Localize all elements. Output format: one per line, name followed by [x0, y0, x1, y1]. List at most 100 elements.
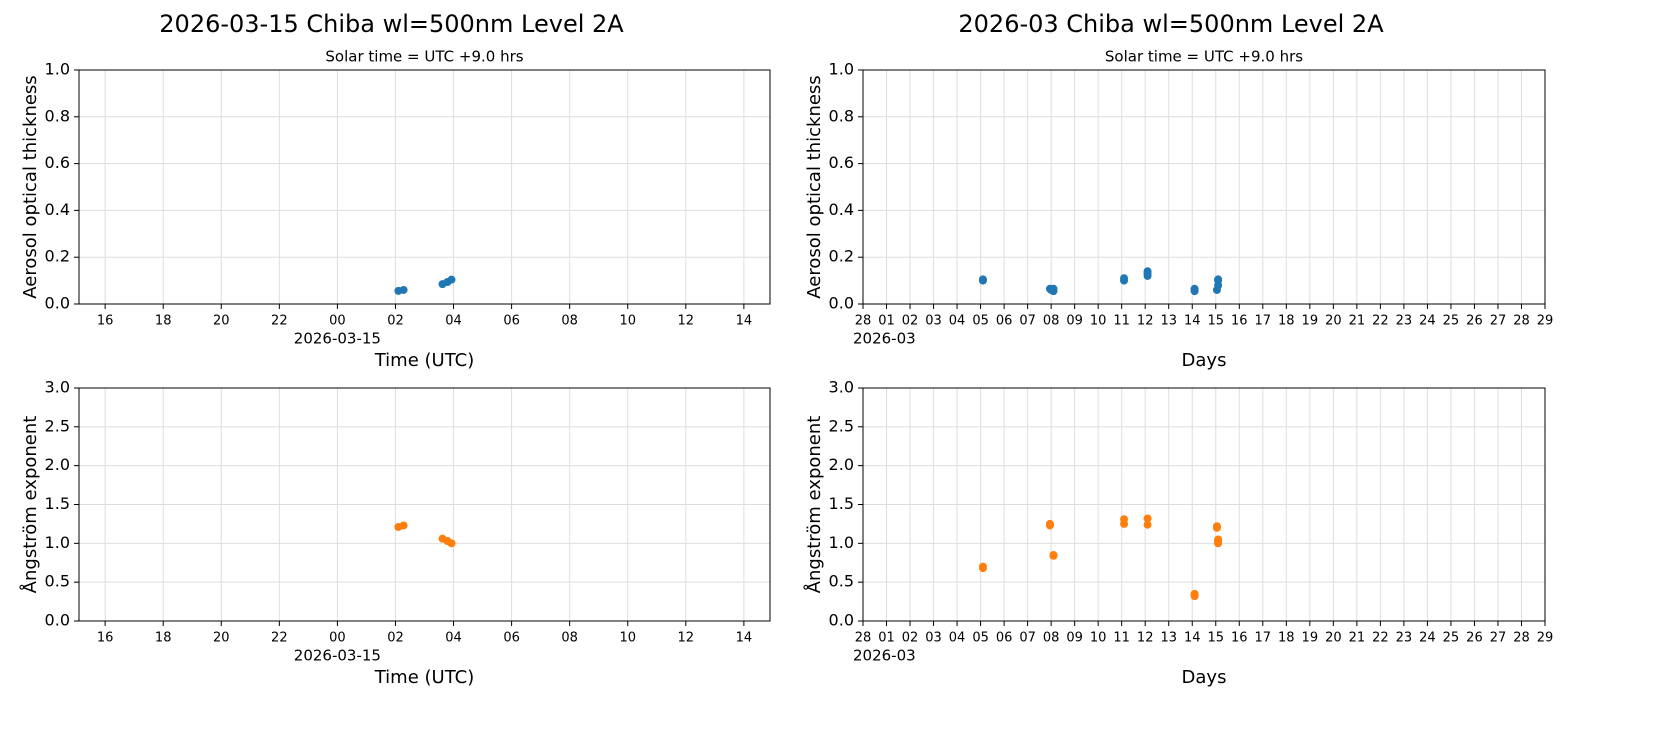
y-tick-label: 0.4 — [45, 200, 70, 219]
y-tick-label: 0.2 — [45, 247, 70, 266]
x-tick-label: 02 — [902, 314, 919, 329]
point — [1120, 519, 1129, 528]
x-tick-label: 11 — [1113, 631, 1130, 646]
x-tick-label: 28 — [1513, 314, 1530, 329]
point — [1190, 284, 1199, 293]
y-tick-label: 2.5 — [829, 416, 854, 435]
x-tick-label: 05 — [972, 631, 989, 646]
x-tick-label: 25 — [1443, 631, 1460, 646]
x-tick-label: 12 — [678, 631, 695, 646]
x-tick-label: 22 — [1372, 631, 1389, 646]
x-tick-label: 24 — [1419, 314, 1436, 329]
x-offset-label: 2026-03 — [853, 647, 916, 665]
x-tick-label: 01 — [878, 631, 895, 646]
x-tick-label: 06 — [996, 631, 1013, 646]
x-tick-label: 27 — [1490, 631, 1507, 646]
y-tick-label: 2.0 — [829, 455, 854, 474]
x-tick-label: 08 — [561, 631, 578, 646]
point — [1143, 514, 1152, 523]
x-tick-label: 07 — [1019, 631, 1036, 646]
x-tick-label: 29 — [1537, 314, 1554, 329]
x-tick-label: 14 — [736, 314, 753, 329]
y-tick-label: 0.5 — [829, 572, 854, 591]
point — [1214, 539, 1223, 548]
x-tick-label: 09 — [1066, 314, 1083, 329]
x-tick-label: 10 — [1090, 631, 1107, 646]
x-tick-label: 12 — [678, 314, 695, 329]
x-tick-label: 21 — [1349, 314, 1366, 329]
point — [399, 521, 408, 530]
chart-title: 2026-03 Chiba wl=500nm Level 2A — [958, 10, 1384, 38]
x-tick-label: 04 — [949, 631, 966, 646]
x-tick-label: 06 — [503, 631, 520, 646]
x-tick-label: 04 — [445, 314, 462, 329]
x-tick-label: 03 — [925, 314, 942, 329]
y-tick-label: 0.0 — [829, 611, 854, 630]
y-tick-label: 1.5 — [829, 494, 854, 513]
x-tick-label: 16 — [97, 631, 114, 646]
x-axis-label: Days — [1182, 667, 1227, 688]
y-axis-label: Aerosol optical thickness — [20, 75, 41, 298]
x-tick-label: 18 — [1278, 314, 1295, 329]
x-offset-label: 2026-03 — [853, 330, 916, 348]
x-tick-label: 22 — [1372, 314, 1389, 329]
x-tick-label: 14 — [1184, 631, 1201, 646]
point — [978, 562, 987, 571]
point — [1045, 521, 1054, 530]
x-tick-label: 12 — [1137, 631, 1154, 646]
y-axis-label: Ångström exponent — [803, 416, 825, 594]
x-tick-label: 19 — [1302, 314, 1319, 329]
x-tick-label: 06 — [996, 314, 1013, 329]
y-tick-label: 0.6 — [45, 153, 70, 172]
x-tick-label: 22 — [271, 314, 288, 329]
x-tick-label: 15 — [1207, 631, 1224, 646]
x-tick-label: 22 — [271, 631, 288, 646]
x-tick-label: 13 — [1160, 631, 1177, 646]
x-tick-label: 20 — [1325, 314, 1342, 329]
x-tick-label: 13 — [1160, 314, 1177, 329]
x-tick-label: 29 — [1537, 631, 1554, 646]
x-tick-label: 02 — [902, 631, 919, 646]
point — [1049, 551, 1058, 560]
y-tick-label: 0.0 — [829, 294, 854, 313]
point — [1190, 590, 1199, 599]
y-tick-label: 1.0 — [829, 60, 854, 79]
x-tick-label: 21 — [1349, 631, 1366, 646]
plot-frame — [862, 69, 1546, 305]
x-tick-label: 01 — [878, 314, 895, 329]
x-tick-label: 10 — [619, 314, 636, 329]
y-tick-label: 0.8 — [829, 106, 854, 125]
y-tick-label: 0.4 — [829, 200, 854, 219]
x-tick-label: 23 — [1396, 631, 1413, 646]
plot-frame — [78, 387, 771, 622]
y-tick-label: 1.0 — [829, 533, 854, 552]
y-tick-label: 0.0 — [45, 294, 70, 313]
point — [447, 539, 456, 548]
point — [1143, 520, 1152, 529]
y-tick-label: 3.0 — [829, 378, 854, 397]
point — [1214, 275, 1223, 284]
x-tick-label: 16 — [1231, 631, 1248, 646]
x-tick-label: 20 — [213, 631, 230, 646]
plot-frame — [78, 69, 771, 305]
chart-subtitle: Solar time = UTC +9.0 hrs — [325, 48, 523, 66]
x-tick-label: 02 — [387, 631, 404, 646]
x-tick-label: 19 — [1302, 631, 1319, 646]
point — [1049, 284, 1058, 293]
y-tick-label: 2.5 — [45, 416, 70, 435]
x-tick-label: 08 — [1043, 314, 1060, 329]
y-tick-label: 0.0 — [45, 611, 70, 630]
x-tick-label: 12 — [1137, 314, 1154, 329]
x-tick-label: 20 — [1325, 631, 1342, 646]
x-tick-label: 26 — [1466, 314, 1483, 329]
chart-subtitle: Solar time = UTC +9.0 hrs — [1105, 48, 1303, 66]
x-tick-label: 14 — [1184, 314, 1201, 329]
x-tick-label: 14 — [736, 631, 753, 646]
x-tick-label: 10 — [1090, 314, 1107, 329]
x-tick-label: 07 — [1019, 314, 1036, 329]
x-tick-label: 00 — [329, 631, 346, 646]
x-tick-label: 03 — [925, 631, 942, 646]
x-tick-label: 18 — [1278, 631, 1295, 646]
x-tick-label: 17 — [1255, 631, 1272, 646]
